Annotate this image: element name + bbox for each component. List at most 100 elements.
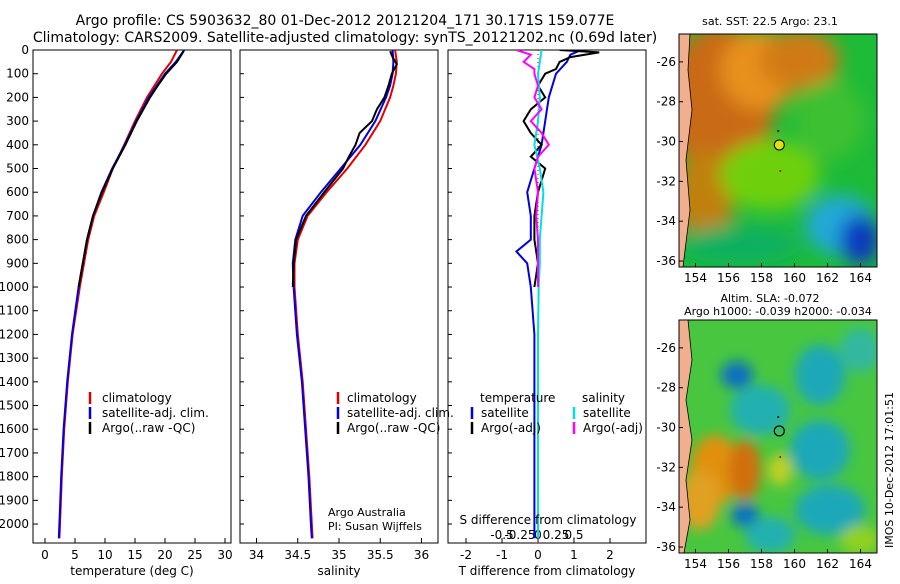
- sst-map-title: sat. SST: 22.5 Argo: 23.1: [702, 15, 838, 28]
- salinity-series-group: [291, 50, 398, 539]
- sst-map-xtick-label: 162: [816, 271, 839, 285]
- depth-tick-label: 900: [6, 256, 29, 270]
- sst-map-xtick-label: 164: [849, 271, 872, 285]
- temperature-xtick-label: 10: [97, 548, 112, 562]
- depth-tick-label: 1500: [0, 399, 29, 413]
- difference-xtick-label: -2: [460, 548, 472, 562]
- difference-series-s-satellite: [533, 50, 545, 539]
- sst-map-ytick-label: -34: [656, 214, 676, 228]
- sst-map-xtick-label: 160: [783, 271, 806, 285]
- sla-map-ytick-label: -32: [656, 460, 676, 474]
- difference-series-t-argo-adj-: [522, 50, 600, 288]
- sla-map-xtick-label: 160: [783, 557, 806, 571]
- temperature-xtick-label: 25: [187, 548, 202, 562]
- depth-tick-label: 500: [6, 162, 29, 176]
- sla-map-field: [679, 320, 877, 553]
- temperature-series-group: [57, 50, 186, 539]
- sla-map-ytick-label: -34: [656, 500, 676, 514]
- sst-map-ytick-label: -26: [656, 55, 676, 69]
- salinity-series-satellite-adj-clim-: [291, 50, 395, 539]
- legend-label-s-argo: Argo(-adj): [583, 421, 643, 435]
- temperature-xtick-label: 0: [41, 548, 49, 562]
- legend-label-s-satellite: satellite: [583, 406, 631, 420]
- track-dot: [777, 415, 780, 418]
- temperature-xtick-label: 30: [217, 548, 232, 562]
- salinity-xtick-label: 35: [331, 548, 346, 562]
- salinity-xtick-label: 34: [249, 548, 264, 562]
- sla-map-argo-location-marker: [773, 425, 785, 437]
- timestamp-stamp: IMOS 10-Dec-2012 17:01:51: [883, 392, 896, 548]
- sst-map-axes: 154 156 158 160 162 164 -26 -28 -30 -32 -34 -36: [656, 55, 872, 285]
- sla-map-ytick-label: -36: [656, 540, 676, 554]
- salinity-series-argo-raw-qc-: [291, 50, 398, 288]
- sla-map-xtick-label: 158: [750, 557, 773, 571]
- difference-legend: temperature satellite Argo(-adj) salinit…: [460, 391, 643, 527]
- series-layer: [57, 50, 600, 539]
- sst-map-argo-location-marker: [773, 139, 785, 151]
- salinity-series-climatology: [293, 50, 398, 539]
- temperature-xtick-label: 20: [157, 548, 172, 562]
- depth-tick-label: 600: [6, 185, 29, 199]
- depth-tick-label: 1900: [0, 493, 29, 507]
- temperature-axis-label: temperature (deg C): [70, 564, 193, 578]
- depth-tick-label: 1600: [0, 422, 29, 436]
- temperature-xtick-label: 5: [71, 548, 79, 562]
- salinity-axis-label: salinity: [317, 564, 360, 578]
- depth-tick-label: 0: [21, 43, 29, 57]
- salinity-xtick-label: 36: [414, 548, 429, 562]
- s-difference-axis-label: S difference from climatology: [460, 513, 637, 527]
- legend-label-climatology: climatology: [347, 391, 417, 405]
- sla-map-ytick-label: -30: [656, 421, 676, 435]
- sla-map-xtick-label: 156: [717, 557, 740, 571]
- depth-tick-label: 1200: [0, 327, 29, 341]
- salinity-legend: climatology satellite-adj. clim. Argo(..…: [328, 391, 454, 533]
- depth-tick-label: 2000: [0, 517, 29, 531]
- track-dot: [779, 169, 782, 172]
- depth-tick-label: 800: [6, 233, 29, 247]
- legend-label-t-argo: Argo(-adj): [481, 421, 541, 435]
- depth-tick-label: 1000: [0, 280, 29, 294]
- depth-tick-label: 400: [6, 138, 29, 152]
- depth-tick-label: 1300: [0, 351, 29, 365]
- sla-map-xtick-label: 162: [816, 557, 839, 571]
- sla-map-frame: [678, 319, 878, 554]
- sst-map-xtick-label: 154: [684, 271, 707, 285]
- sla-map-title2: Argo h1000: -0.039 h2000: -0.034: [684, 305, 872, 318]
- depth-tick-label: 100: [6, 67, 29, 81]
- sla-map-xtick-label: 164: [849, 557, 872, 571]
- difference-xtick-label: 1: [570, 548, 578, 562]
- depth-tick-label: 1400: [0, 375, 29, 389]
- legend-label-t-satellite: satellite: [481, 406, 529, 420]
- difference-series-s-argo-adj-: [516, 50, 551, 287]
- legend-title-temperature: temperature: [480, 391, 555, 405]
- temperature-series-argo-raw-qc-: [77, 50, 185, 288]
- figure-title-line2: Climatology: CARS2009. Satellite-adjuste…: [33, 30, 657, 46]
- t-difference-axis-label: T difference from climatology: [458, 564, 636, 578]
- legend-title-salinity: salinity: [582, 391, 625, 405]
- difference-xtick-label: -1: [496, 548, 508, 562]
- s-diff-tick-label: -0.25: [504, 528, 535, 542]
- sst-map-xtick-label: 156: [717, 271, 740, 285]
- difference-series-group: [514, 50, 600, 539]
- sla-map-title1: Altim. SLA: -0.072: [720, 292, 819, 305]
- sla-map-axes: 154 156 158 160 162 164 -26 -28 -30 -32 -34 -36: [656, 341, 872, 571]
- sst-map-xtick-label: 158: [750, 271, 773, 285]
- depth-tick-label: 1800: [0, 470, 29, 484]
- depth-tick-label: 200: [6, 90, 29, 104]
- legend-label-satellite: satellite-adj. clim.: [347, 406, 454, 420]
- sst-map-ytick-label: -28: [656, 95, 676, 109]
- sst-map-ytick-label: -36: [656, 254, 676, 268]
- legend-label-argo: Argo(..raw -QC): [347, 421, 440, 435]
- track-dot: [777, 129, 780, 132]
- sst-map-frame: [678, 33, 878, 268]
- difference-xtick-label: 2: [606, 548, 614, 562]
- temperature-panel-frame: [32, 49, 232, 544]
- salinity-xtick-label: 35.5: [367, 548, 394, 562]
- salinity-xtick-label: 34.5: [284, 548, 311, 562]
- sst-map-ytick-label: -30: [656, 135, 676, 149]
- depth-tick-label: 1700: [0, 446, 29, 460]
- pi-note: PI: Susan Wijffels: [328, 520, 422, 533]
- depth-tick-label: 300: [6, 114, 29, 128]
- sla-map-xtick-label: 154: [684, 557, 707, 571]
